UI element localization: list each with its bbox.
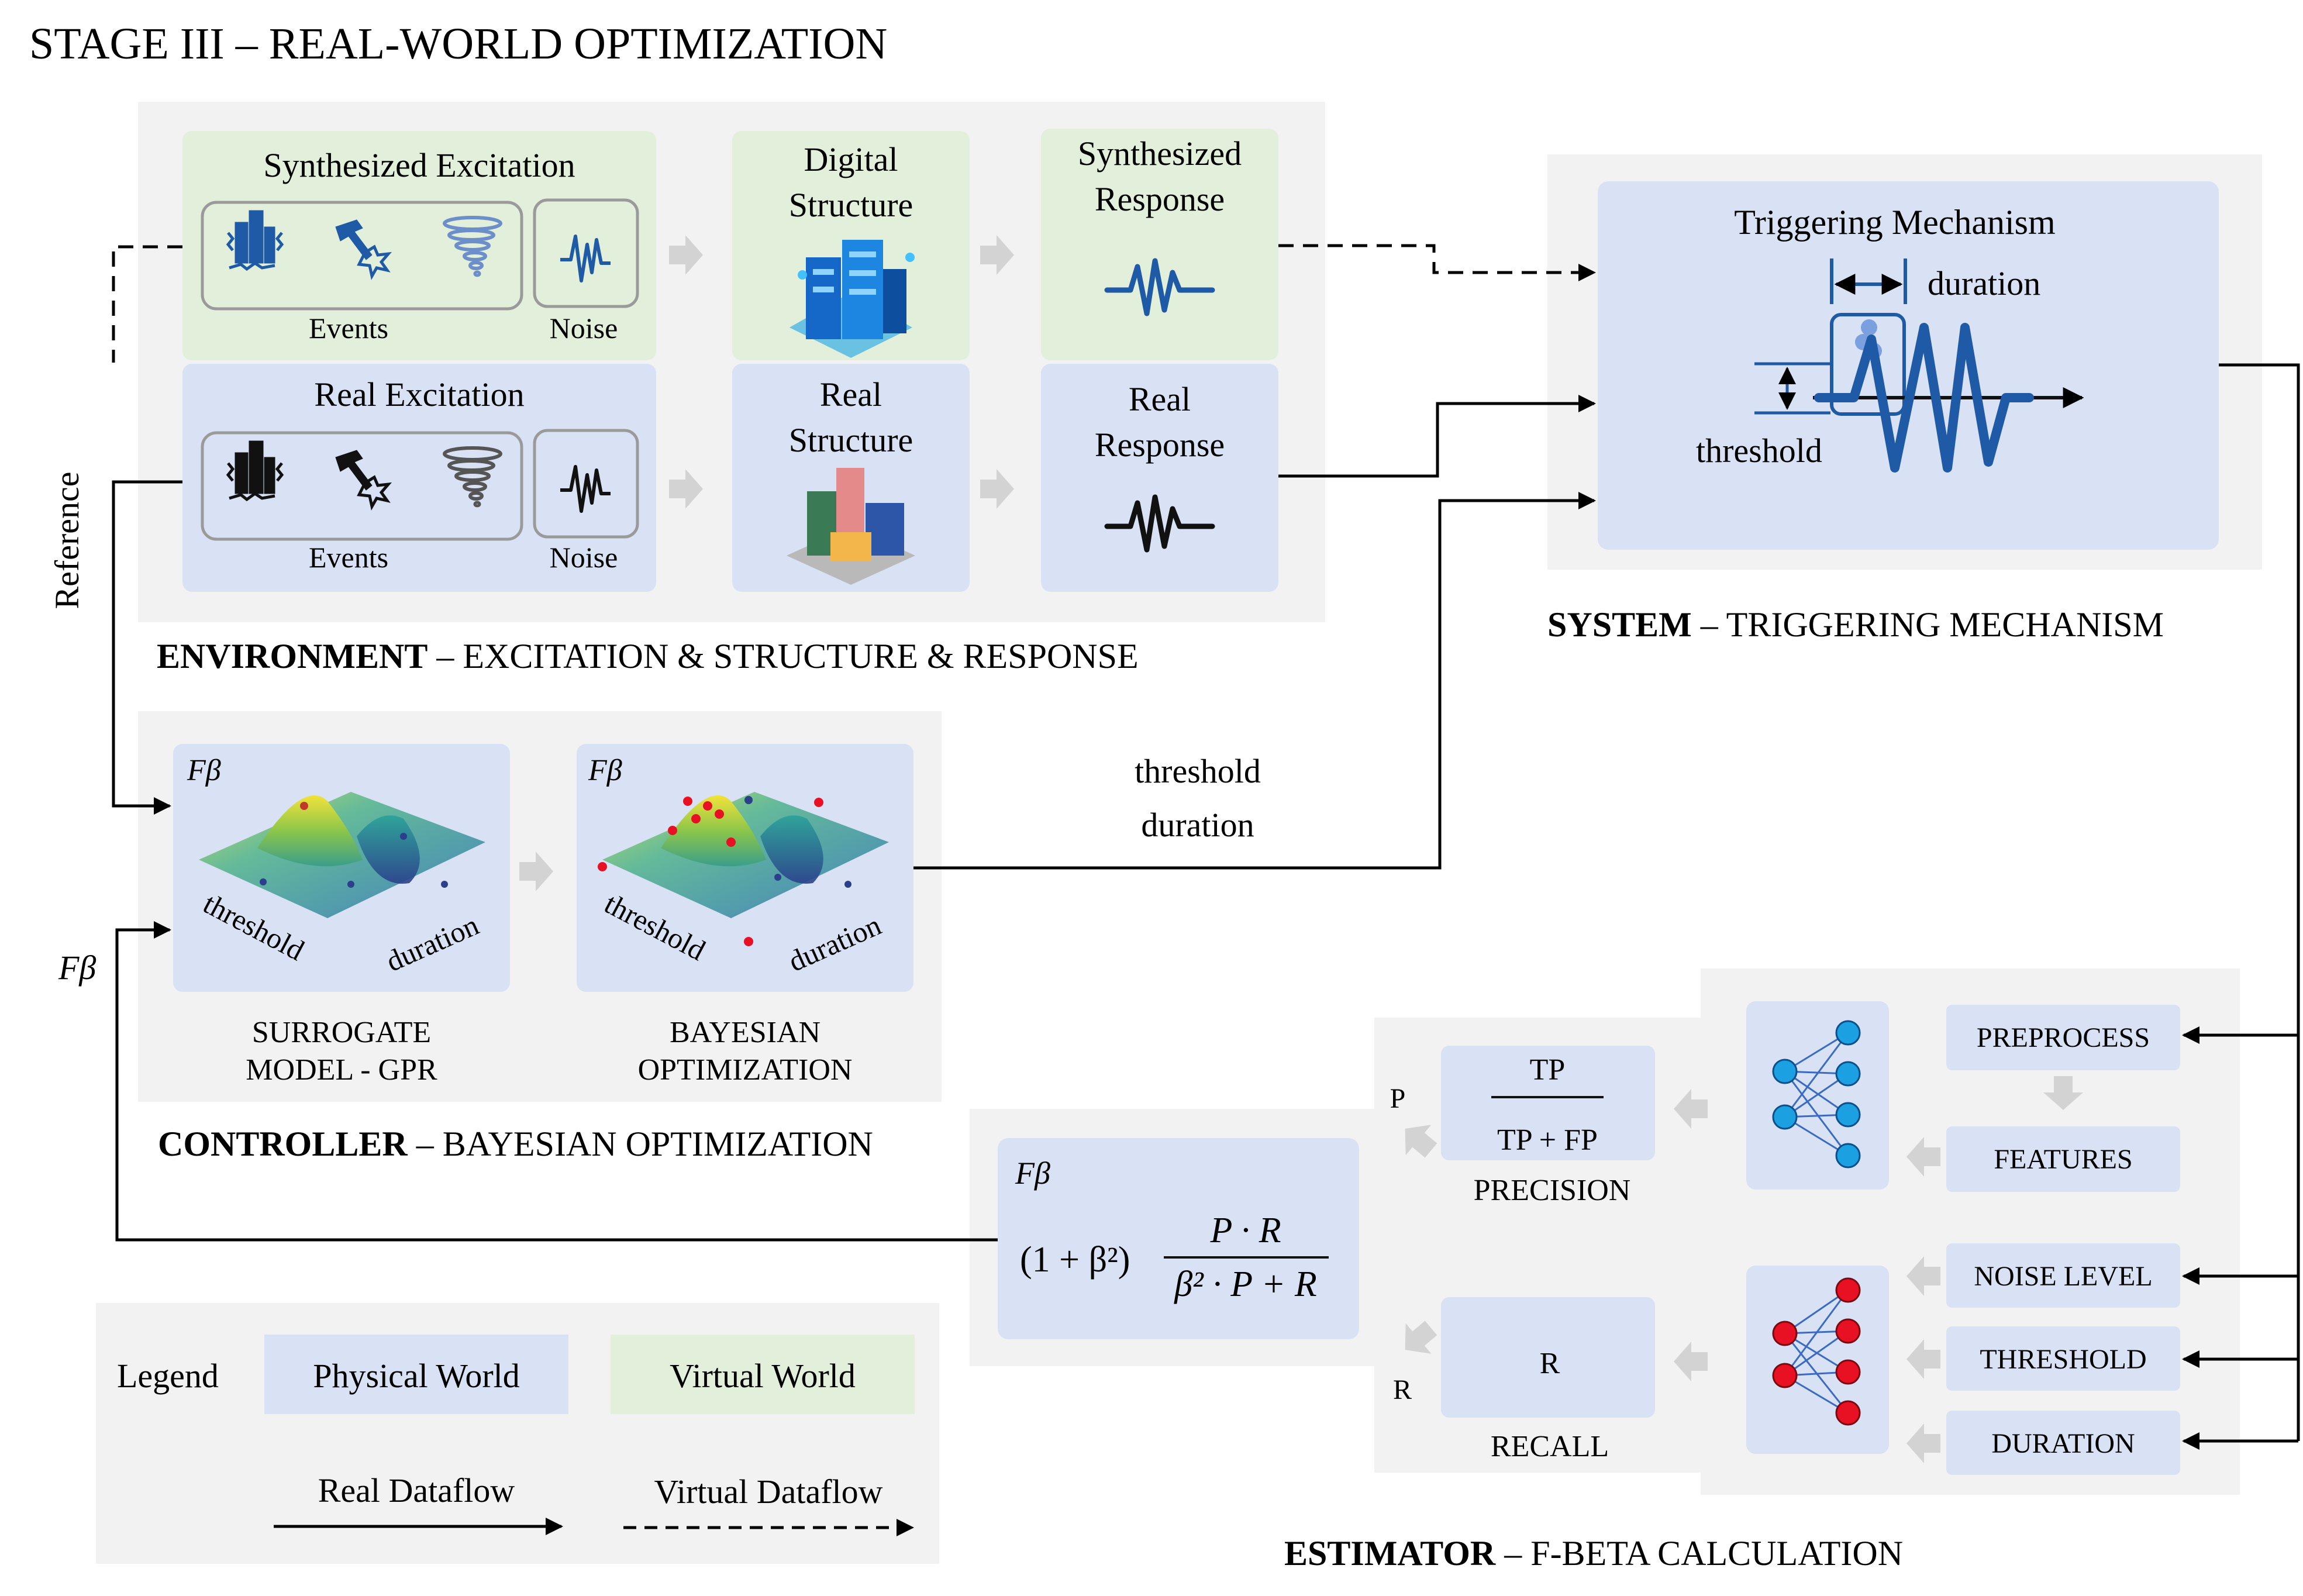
noise-label-real: Noise (550, 541, 618, 574)
synth-excitation-label: Synthesized Excitation (263, 146, 575, 184)
real-building-icon (787, 468, 915, 585)
neural-net-icon-red (1772, 1277, 1861, 1426)
neural-net-icon-blue (1772, 1020, 1861, 1168)
features-box (1946, 1126, 2180, 1192)
triggering-mechanism-title: Triggering Mechanism (1734, 203, 2055, 242)
formula-numerator: P · R (1209, 1211, 1281, 1250)
real-response-label-2: Response (1095, 426, 1225, 464)
connectors (112, 244, 2300, 1450)
surrogate-label-2: MODEL - GPR (246, 1053, 437, 1087)
bayesian-label-2: OPTIMIZATION (638, 1053, 853, 1087)
controller-caption: CONTROLLER – BAYESIAN OPTIMIZATION (158, 1125, 873, 1163)
fbeta-formula-box (998, 1138, 1359, 1339)
real-structure-label-1: Real (820, 375, 882, 413)
threshold-box (1946, 1326, 2180, 1391)
digital-building-icon (789, 240, 915, 358)
surrogate-label-1: SURROGATE (252, 1016, 431, 1049)
real-response-box (1041, 364, 1278, 592)
recall-box (1441, 1297, 1655, 1418)
fbeta-label-bayesian: Fβ (588, 754, 622, 787)
legend-physical-swatch (264, 1335, 568, 1414)
system-panel: Triggering Mechanism duration threshold … (1547, 154, 2262, 644)
legend-title: Legend (117, 1357, 219, 1395)
noise-label: Noise (550, 312, 618, 344)
environment-caption: ENVIRONMENT – EXCITATION & STRUCTURE & R… (157, 637, 1139, 675)
threshold-input-label: THRESHOLD (1980, 1344, 2146, 1375)
bayesian-label-1: BAYESIAN (670, 1016, 820, 1049)
formula-denominator: β² · P + R (1174, 1264, 1316, 1304)
fbeta-feedback-label: Fβ (58, 949, 96, 987)
reference-label: Reference (48, 471, 86, 609)
synth-response-label-1: Synthesized (1078, 135, 1242, 173)
digital-structure-label-2: Structure (789, 186, 913, 224)
legend-real-flow-label: Real Dataflow (318, 1471, 515, 1509)
out-duration-label: duration (1141, 806, 1254, 844)
out-threshold-label: threshold (1135, 752, 1261, 790)
trigger-signal-icon (1814, 323, 2034, 473)
legend-virtual-swatch (611, 1335, 915, 1414)
duration-box (1946, 1411, 2180, 1475)
noise-level-label: NOISE LEVEL (1974, 1261, 2152, 1292)
real-structure-label-2: Structure (789, 421, 913, 459)
formula-prefix: (1 + β²) (1020, 1240, 1130, 1280)
triggering-mechanism-box (1598, 181, 2219, 550)
estimator-caption: ESTIMATOR – F-BETA CALCULATION (1284, 1534, 1903, 1573)
digital-structure-label-1: Digital (804, 140, 898, 178)
recall-net-box (1746, 1266, 1889, 1454)
controller-panel: Fβ threshold duration Fβ (138, 711, 942, 1163)
real-response-label-1: Real (1129, 380, 1191, 418)
legend: Legend Physical World Virtual World Real… (96, 1303, 939, 1564)
r-label: R (1540, 1347, 1560, 1380)
r-arrow-label: R (1393, 1374, 1412, 1405)
real-excitation-box (182, 364, 656, 592)
preprocess-label: PREPROCESS (1977, 1022, 2150, 1053)
legend-virtual-flow-label: Virtual Dataflow (654, 1473, 882, 1511)
noise-level-box (1946, 1243, 2180, 1308)
precision-box (1441, 1046, 1655, 1160)
features-label: FEATURES (1994, 1144, 2132, 1175)
synth-response-box (1041, 129, 1278, 360)
environment-panel: Synthesized Excitation Events Noise Real… (138, 102, 1325, 675)
tp-fp-label: TP + FP (1497, 1123, 1598, 1157)
recall-label: RECALL (1491, 1430, 1609, 1463)
duration-input-label: DURATION (1991, 1428, 2135, 1459)
system-caption: SYSTEM – TRIGGERING MECHANISM (1547, 605, 2164, 644)
tp-label: TP (1530, 1053, 1566, 1087)
events-label: Events (309, 312, 388, 344)
fbeta-formula-label: Fβ (1015, 1156, 1050, 1191)
legend-physical-label: Physical World (313, 1357, 520, 1395)
fbeta-label-surrogate: Fβ (187, 754, 221, 787)
surface-plot-icon (199, 792, 485, 918)
precision-label: PRECISION (1474, 1174, 1631, 1207)
real-excitation-label: Real Excitation (314, 375, 524, 413)
surface-plot-icon-bo (598, 792, 889, 946)
threshold-label: threshold (1696, 432, 1822, 470)
legend-virtual-label: Virtual World (670, 1357, 856, 1395)
preprocess-box (1946, 1005, 2180, 1070)
synth-response-label-2: Response (1095, 180, 1225, 218)
events-label-real: Events (309, 541, 388, 574)
duration-label: duration (1928, 264, 2040, 302)
estimator-panel: Fβ (1 + β²) P · R β² · P + R TP TP + FP … (970, 968, 2240, 1573)
p-arrow-label: P (1390, 1083, 1406, 1114)
page-title: STAGE III – REAL-WORLD OPTIMIZATION (29, 19, 887, 68)
